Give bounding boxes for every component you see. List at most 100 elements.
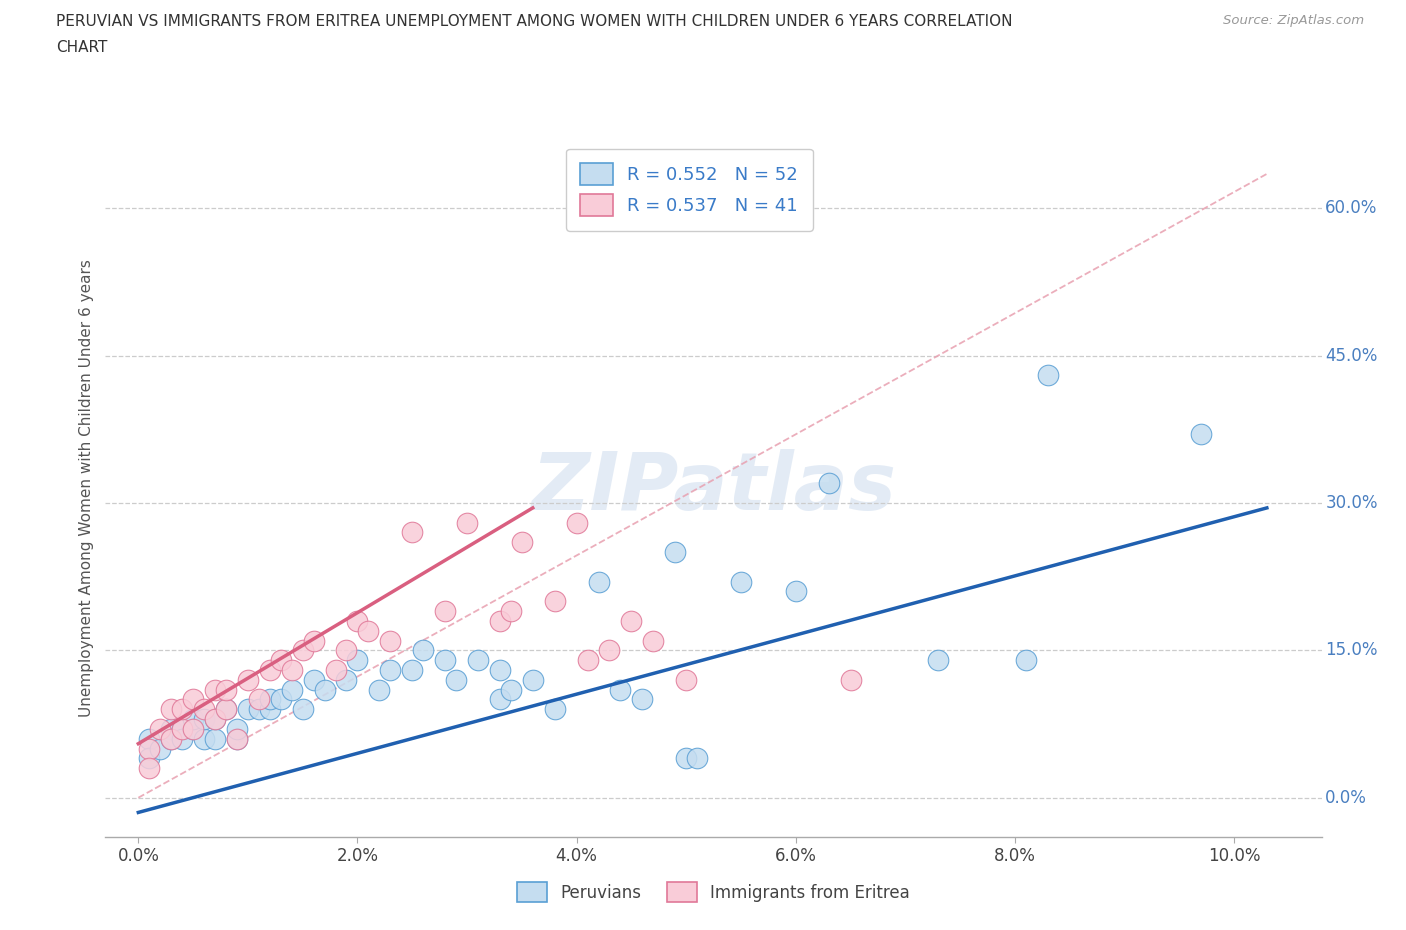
- Point: [346, 614, 368, 629]
- Text: 45.0%: 45.0%: [1326, 347, 1378, 365]
- Point: [204, 711, 226, 726]
- Point: [314, 683, 336, 698]
- Point: [730, 574, 752, 589]
- Point: [160, 722, 183, 737]
- Point: [1036, 368, 1059, 383]
- Point: [138, 751, 160, 765]
- Point: [138, 731, 160, 746]
- Text: 30.0%: 30.0%: [1326, 494, 1378, 512]
- Point: [1015, 653, 1038, 668]
- Text: Source: ZipAtlas.com: Source: ZipAtlas.com: [1223, 14, 1364, 27]
- Point: [193, 731, 215, 746]
- Point: [598, 643, 620, 658]
- Point: [204, 731, 226, 746]
- Point: [675, 751, 697, 765]
- Point: [785, 584, 807, 599]
- Point: [839, 672, 862, 687]
- Point: [335, 643, 357, 658]
- Point: [357, 623, 380, 638]
- Point: [401, 662, 423, 677]
- Point: [160, 702, 183, 717]
- Point: [215, 702, 238, 717]
- Point: [412, 643, 434, 658]
- Point: [247, 692, 270, 707]
- Point: [181, 722, 204, 737]
- Point: [172, 722, 194, 737]
- Point: [280, 683, 302, 698]
- Point: [172, 722, 194, 737]
- Point: [380, 662, 402, 677]
- Point: [588, 574, 610, 589]
- Point: [226, 731, 249, 746]
- Point: [499, 604, 522, 618]
- Point: [270, 653, 292, 668]
- Point: [259, 702, 281, 717]
- Point: [193, 702, 215, 717]
- Point: [510, 535, 533, 550]
- Point: [456, 515, 478, 530]
- Text: 15.0%: 15.0%: [1326, 642, 1378, 659]
- Point: [620, 614, 643, 629]
- Point: [499, 683, 522, 698]
- Point: [280, 662, 302, 677]
- Point: [247, 702, 270, 717]
- Point: [160, 731, 183, 746]
- Point: [215, 683, 238, 698]
- Point: [226, 731, 249, 746]
- Point: [489, 662, 512, 677]
- Y-axis label: Unemployment Among Women with Children Under 6 years: Unemployment Among Women with Children U…: [79, 259, 94, 717]
- Point: [226, 722, 249, 737]
- Point: [576, 653, 599, 668]
- Point: [675, 672, 697, 687]
- Point: [544, 593, 567, 608]
- Point: [215, 702, 238, 717]
- Point: [160, 731, 183, 746]
- Point: [565, 515, 588, 530]
- Point: [204, 711, 226, 726]
- Point: [181, 711, 204, 726]
- Point: [172, 702, 194, 717]
- Text: 60.0%: 60.0%: [1326, 199, 1378, 218]
- Point: [325, 662, 347, 677]
- Text: ZIPatlas: ZIPatlas: [531, 449, 896, 527]
- Point: [291, 702, 314, 717]
- Point: [434, 653, 457, 668]
- Point: [270, 692, 292, 707]
- Point: [631, 692, 654, 707]
- Point: [259, 662, 281, 677]
- Point: [193, 711, 215, 726]
- Point: [149, 741, 172, 756]
- Point: [664, 545, 686, 560]
- Text: PERUVIAN VS IMMIGRANTS FROM ERITREA UNEMPLOYMENT AMONG WOMEN WITH CHILDREN UNDER: PERUVIAN VS IMMIGRANTS FROM ERITREA UNEM…: [56, 14, 1012, 29]
- Point: [380, 633, 402, 648]
- Point: [544, 702, 567, 717]
- Point: [259, 692, 281, 707]
- Point: [138, 741, 160, 756]
- Point: [444, 672, 467, 687]
- Point: [181, 722, 204, 737]
- Point: [927, 653, 949, 668]
- Point: [467, 653, 489, 668]
- Point: [302, 633, 325, 648]
- Point: [172, 731, 194, 746]
- Point: [291, 643, 314, 658]
- Point: [609, 683, 631, 698]
- Point: [489, 692, 512, 707]
- Point: [204, 683, 226, 698]
- Point: [1189, 427, 1212, 442]
- Point: [434, 604, 457, 618]
- Point: [138, 761, 160, 776]
- Point: [181, 692, 204, 707]
- Legend: Peruvians, Immigrants from Eritrea: Peruvians, Immigrants from Eritrea: [510, 875, 917, 909]
- Point: [817, 476, 839, 491]
- Point: [149, 722, 172, 737]
- Point: [522, 672, 544, 687]
- Point: [302, 672, 325, 687]
- Point: [335, 672, 357, 687]
- Point: [236, 702, 259, 717]
- Point: [643, 633, 665, 648]
- Text: 0.0%: 0.0%: [1326, 789, 1367, 806]
- Point: [401, 525, 423, 540]
- Point: [368, 683, 391, 698]
- Point: [489, 614, 512, 629]
